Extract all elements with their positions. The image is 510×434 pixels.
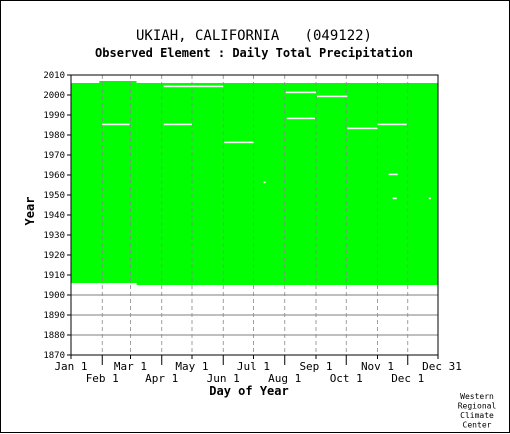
missing-span-3 (191, 85, 224, 88)
y-tick-label-1990: 1990 (43, 111, 65, 121)
y-tick-label-2000: 2000 (43, 91, 65, 101)
credit-line-2: Climate (460, 411, 494, 420)
missing-span-8 (317, 95, 348, 98)
x-tick-label-aug-1: Aug 1 (268, 372, 301, 385)
y-tick-label-1940: 1940 (43, 211, 65, 221)
x-tick-label-dec-1: Dec 1 (391, 372, 424, 385)
missing-span-10 (377, 123, 407, 126)
credit-line-0: Western (460, 392, 494, 401)
y-tick-label-1900: 1900 (43, 291, 65, 301)
x-tick-label-nov-1: Nov 1 (361, 360, 394, 373)
y-tick-label-1980: 1980 (43, 131, 65, 141)
coverage-segment-1 (99, 81, 137, 283)
missing-span-11 (388, 173, 398, 176)
x-tick-label-jan-1: Jan 1 (54, 360, 87, 373)
chart-subtitle: Observed Element : Daily Total Precipita… (95, 46, 413, 60)
y-axis-label: Year (23, 197, 37, 226)
missing-span-5 (263, 181, 266, 184)
x-tick-label-mar-1: Mar 1 (114, 360, 147, 373)
plot-area (70, 74, 439, 356)
y-tick-label-2010: 2010 (43, 71, 65, 81)
x-tick-label-apr-1: Apr 1 (145, 372, 178, 385)
x-tick-label-may-1: May 1 (175, 360, 208, 373)
missing-span-0 (102, 123, 130, 126)
x-tick-label-sep-1: Sep 1 (299, 360, 332, 373)
y-tick-label-1880: 1880 (43, 331, 65, 341)
missing-span-4 (224, 141, 254, 144)
x-tick-label-feb-1: Feb 1 (86, 372, 119, 385)
x-tick-label-oct-1: Oct 1 (330, 372, 363, 385)
coverage-segment-2 (136, 83, 439, 285)
y-tick-label-1890: 1890 (43, 311, 65, 321)
missing-span-12 (392, 197, 397, 200)
y-tick-label-1970: 1970 (43, 151, 65, 161)
x-tick-label-jun-1: Jun 1 (207, 372, 240, 385)
missing-span-9 (347, 127, 378, 130)
y-tick-label-1920: 1920 (43, 251, 65, 261)
y-axis: 1870 1880 1890 1900 1910 1920 1930 1940 1950 1960… (43, 71, 71, 361)
missing-span-1 (163, 123, 192, 126)
y-tick-label-1910: 1910 (43, 271, 65, 281)
y-tick-label-1960: 1960 (43, 171, 65, 181)
missing-span-7 (286, 117, 315, 120)
x-tick-label-dec-31: Dec 31 (422, 360, 462, 373)
chart-title: UKIAH, CALIFORNIA (049122) (136, 28, 372, 44)
missing-span-2 (163, 85, 192, 88)
missing-span-13 (428, 197, 431, 200)
y-tick-label-1930: 1930 (43, 231, 65, 241)
credit-line-3: Center (463, 421, 492, 430)
credit-line-1: Regional (458, 402, 497, 411)
x-axis-label: Day of Year (209, 384, 288, 398)
missing-span-6 (285, 91, 317, 94)
y-tick-label-1870: 1870 (43, 351, 65, 361)
y-tick-label-1950: 1950 (43, 191, 65, 201)
x-tick-label-jul-1: Jul 1 (237, 360, 270, 373)
